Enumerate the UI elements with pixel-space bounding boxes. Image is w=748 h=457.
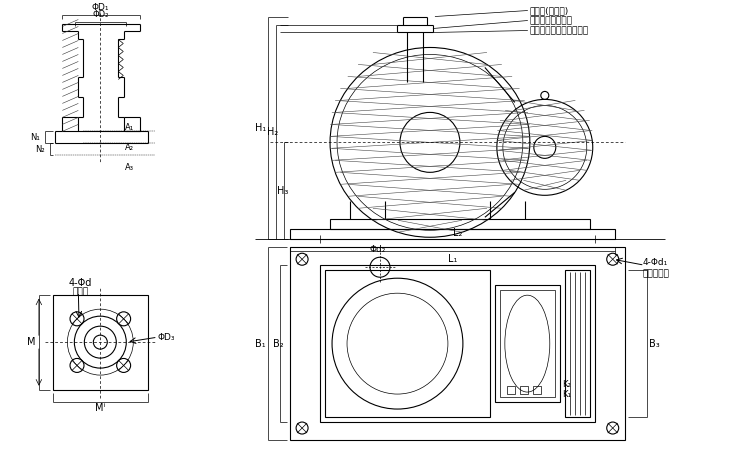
Bar: [325, 270, 490, 417]
Text: B₁: B₁: [255, 339, 266, 349]
Text: A₂: A₂: [125, 143, 135, 152]
Text: 4-Φd: 4-Φd: [69, 278, 92, 288]
Text: M: M: [27, 337, 35, 347]
Text: K₂: K₂: [562, 380, 571, 388]
Text: B₃: B₃: [649, 339, 660, 349]
Bar: [495, 285, 560, 402]
Bar: [533, 386, 541, 394]
Bar: [53, 295, 148, 389]
Text: A₃: A₃: [125, 163, 135, 172]
Bar: [290, 229, 615, 239]
Text: Mⁱ: Mⁱ: [95, 403, 105, 413]
Text: ΦD₃: ΦD₃: [158, 333, 175, 342]
Bar: [520, 386, 528, 394]
Text: N₂: N₂: [36, 145, 45, 154]
Text: ΦD₁: ΦD₁: [91, 3, 109, 11]
Text: L₂: L₂: [453, 228, 462, 238]
Text: H₁: H₁: [254, 123, 266, 133]
Text: 4-Φd₁: 4-Φd₁: [643, 258, 668, 267]
Text: 用法兰联接的进气口平面: 用法兰联接的进气口平面: [530, 26, 589, 35]
Bar: [565, 270, 589, 417]
Bar: [290, 247, 625, 440]
Text: Φd₂: Φd₂: [370, 245, 386, 254]
Text: L₁: L₁: [448, 254, 457, 264]
Text: A₁: A₁: [125, 123, 135, 132]
Bar: [320, 265, 595, 422]
Text: 进气口软管联接处: 进气口软管联接处: [530, 16, 573, 25]
Text: K₁: K₁: [562, 389, 571, 399]
Text: 法兰孔: 法兰孔: [73, 287, 88, 296]
Text: ΦD₂: ΦD₂: [92, 10, 108, 19]
Text: 排气管(在侧面): 排气管(在侧面): [530, 6, 569, 15]
Text: N₁: N₁: [31, 133, 40, 142]
Text: 地脚细钉孔: 地脚细钉孔: [643, 270, 669, 279]
Bar: [330, 219, 589, 229]
Bar: [507, 386, 515, 394]
Text: H₃: H₃: [278, 186, 289, 196]
Text: B₂: B₂: [273, 339, 283, 349]
Bar: [500, 290, 555, 397]
Text: H₂: H₂: [268, 127, 279, 137]
